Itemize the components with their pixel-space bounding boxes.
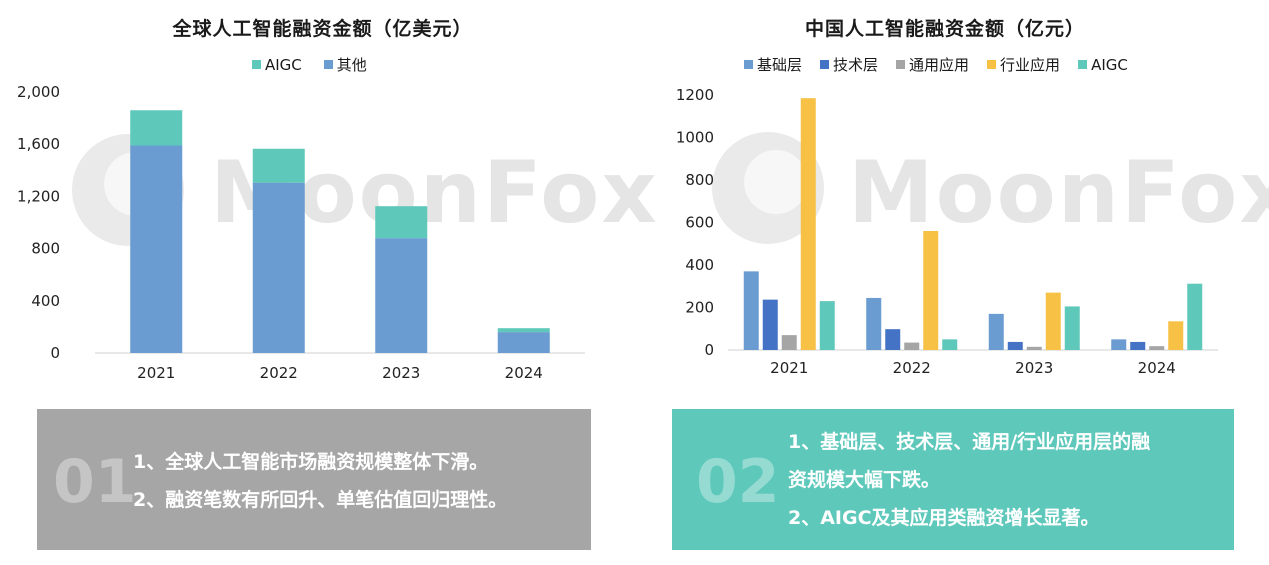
bar-通用应用-2022: [904, 342, 920, 350]
bar-通用应用-2023: [1026, 346, 1042, 350]
legend-item: 通用应用: [896, 54, 969, 75]
legend-label: 基础层: [757, 56, 803, 74]
summary-lines: 1、全球人工智能市场融资规模整体下滑。 2、融资笔数有所回升、单笔估值回归理性。: [133, 443, 507, 519]
bar-aigc-2024: [497, 328, 550, 333]
legend-item: 行业应用: [987, 54, 1060, 75]
bar-行业应用-2023: [1045, 292, 1061, 350]
legend-label: 技术层: [833, 56, 879, 74]
bar-基础层-2021: [743, 271, 759, 350]
bar-AIGC-2022: [942, 339, 958, 350]
x-tick-label: 2022: [893, 359, 931, 377]
summary-box-01: 01 1、全球人工智能市场融资规模整体下滑。 2、融资笔数有所回升、单笔估值回归…: [37, 409, 591, 550]
chart-legend: 基础层 技术层 通用应用 行业应用 AIGC: [744, 54, 1128, 75]
x-tick-label: 2022: [260, 364, 298, 382]
global-ai-funding-chart: 全球人工智能融资金额（亿美元） AIGC 其他 MoonFox 0 400 800 1…: [0, 0, 657, 400]
legend-label: 行业应用: [1000, 56, 1061, 74]
y-tick-label: 400: [685, 256, 714, 274]
legend-label: 其他: [336, 56, 367, 74]
watermark-logo-inner: [744, 150, 808, 214]
y-tick-label: 200: [685, 299, 714, 317]
bar-通用应用-2021: [781, 335, 797, 350]
bar-other-2024: [497, 332, 550, 353]
legend-swatch: [323, 60, 333, 69]
bar-技术层-2022: [885, 329, 901, 350]
x-tick-label: 2023: [1015, 359, 1053, 377]
bar-AIGC-2024: [1187, 283, 1203, 350]
china-ai-funding-chart: 中国人工智能融资金额（亿元） 基础层 技术层 通用应用 行业应用 AIGC MoonFo…: [640, 0, 1269, 400]
chart-title: 全球人工智能融资金额（亿美元）: [172, 18, 473, 40]
legend-swatch: [896, 60, 906, 69]
summary-line: 资规模大幅下跌。: [788, 469, 941, 491]
bar-行业应用-2024: [1168, 321, 1184, 350]
summary-line: 1、基础层、技术层、通用/行业应用层的融: [788, 431, 1151, 453]
watermark-text: MoonFox: [848, 143, 1269, 243]
legend-item: 技术层: [820, 54, 878, 75]
bar-aigc-2022: [252, 148, 305, 183]
legend-swatch: [820, 60, 830, 69]
y-tick-label: 400: [31, 292, 60, 310]
legend-item-other: 其他: [323, 54, 367, 75]
bar-技术层-2024: [1130, 341, 1146, 350]
legend-swatch: [987, 60, 997, 69]
bar-基础层-2023: [988, 313, 1004, 350]
watermark: MoonFox: [712, 132, 1269, 244]
bar-通用应用-2024: [1149, 346, 1165, 350]
bar-技术层-2023: [1007, 341, 1023, 350]
y-tick-label: 1,200: [17, 187, 60, 205]
x-tick-label: 2024: [505, 364, 543, 382]
y-tick-label: 800: [31, 240, 60, 258]
legend-item-aigc: AIGC: [252, 56, 302, 74]
summary-lines: 1、基础层、技术层、通用/行业应用层的融 资规模大幅下跌。 2、AIGC及其应用…: [788, 423, 1228, 537]
bar-行业应用-2021: [800, 98, 816, 350]
legend-label: AIGC: [1091, 55, 1128, 74]
legend-swatch: [744, 60, 753, 69]
y-tick-label: 600: [685, 214, 714, 232]
y-tick-label: 800: [685, 171, 714, 189]
x-tick-label: 2023: [382, 364, 420, 382]
box-number: 01: [53, 447, 137, 517]
legend-label: AIGC: [265, 55, 302, 74]
legend-label: 通用应用: [909, 56, 970, 74]
bar-other-2023: [375, 238, 428, 353]
x-tick-label: 2021: [137, 364, 175, 382]
y-tick-label: 0: [50, 344, 60, 362]
box-number: 02: [696, 447, 780, 517]
bar-AIGC-2023: [1064, 306, 1080, 350]
summary-line: 1、全球人工智能市场融资规模整体下滑。: [133, 451, 489, 473]
summary-line: 2、AIGC及其应用类融资增长显著。: [788, 507, 1100, 529]
x-tick-label: 2021: [770, 359, 808, 377]
y-tick-label: 1200: [676, 86, 714, 104]
china-chart-plot: MoonFox 0 200 400 600 800 1000 1200 2021 2022 202…: [676, 86, 1269, 377]
legend-item: 基础层: [744, 54, 802, 75]
chart-title: 中国人工智能融资金额（亿元）: [804, 18, 1085, 40]
y-tick-label: 1000: [676, 129, 714, 147]
legend-swatch: [252, 60, 261, 69]
bar-AIGC-2021: [819, 301, 835, 350]
y-tick-label: 2,000: [17, 83, 60, 101]
legend-item: AIGC: [1078, 56, 1128, 74]
bar-技术层-2021: [762, 299, 778, 350]
summary-box-02: 02 1、基础层、技术层、通用/行业应用层的融 资规模大幅下跌。 2、AIGC及…: [672, 409, 1234, 550]
bar-other-2021: [130, 145, 183, 353]
bar-aigc-2023: [375, 206, 428, 239]
legend-swatch: [1078, 60, 1088, 69]
bar-other-2022: [252, 182, 305, 353]
bar-基础层-2024: [1111, 339, 1127, 350]
bar-行业应用-2022: [923, 231, 939, 350]
summary-line: 2、融资笔数有所回升、单笔估值回归理性。: [133, 489, 508, 511]
bar-基础层-2022: [866, 297, 882, 350]
y-tick-label: 0: [704, 341, 714, 359]
y-tick-label: 1,600: [17, 135, 60, 153]
chart-legend: AIGC 其他: [252, 54, 367, 75]
x-tick-label: 2024: [1138, 359, 1176, 377]
bar-aigc-2021: [130, 110, 183, 146]
